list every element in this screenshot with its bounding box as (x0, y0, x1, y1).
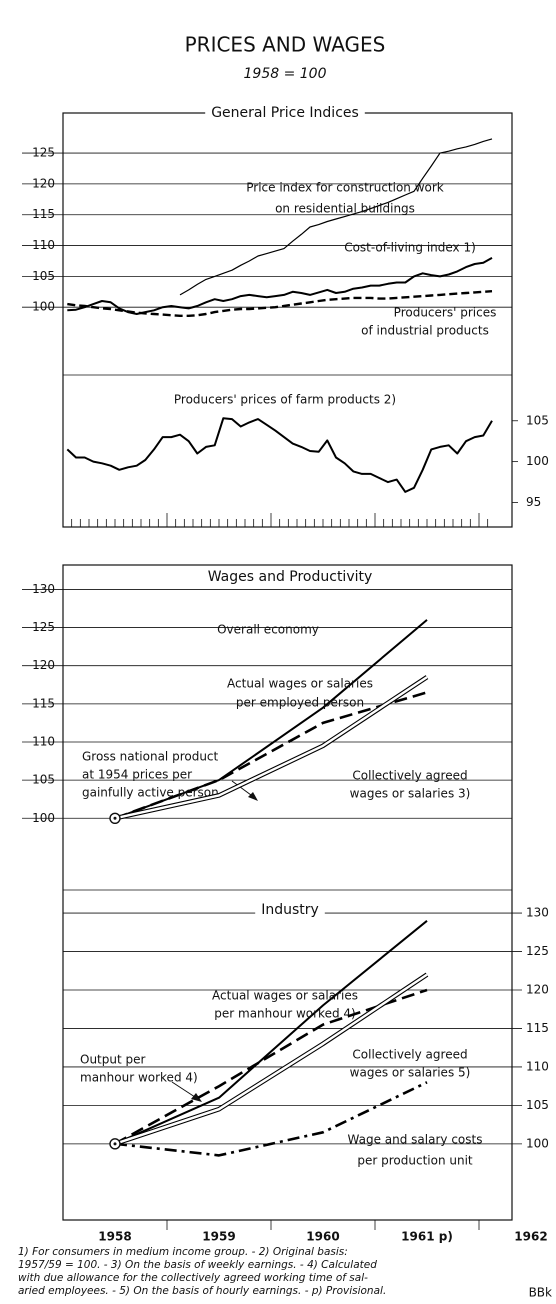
line (114, 619, 428, 820)
y-tick-label: 105 (32, 773, 55, 787)
y-tick-label: 100 (526, 454, 549, 468)
arrow-head (248, 792, 258, 801)
series-label: per manhour worked 4) (214, 1007, 355, 1021)
series-label: per production unit (357, 1154, 473, 1168)
footnote: 1957/59 = 100. - 3) On the basis of week… (18, 1259, 377, 1271)
series-label: manhour worked 4) (80, 1071, 198, 1085)
chart-subtitle: 1958 = 100 (244, 66, 327, 82)
origin-dot (113, 1142, 117, 1146)
arrow-head (191, 1093, 202, 1102)
y-tick-label: 115 (32, 207, 55, 221)
series-label: Price index for construction work (246, 181, 444, 195)
y-tick-label: 125 (526, 944, 549, 958)
series-label: of industrial products (361, 324, 489, 338)
line (114, 1081, 428, 1157)
series-label: gainfully active person (82, 786, 219, 800)
series-label: Producers' prices (394, 306, 497, 320)
chart-title: PRICES AND WAGES (185, 33, 386, 57)
title-background (255, 901, 325, 919)
source: BBk (529, 1286, 552, 1300)
series-label: Gross national product (82, 750, 219, 764)
y-tick-label: 130 (32, 582, 55, 596)
series-label: at 1954 prices per (82, 768, 192, 782)
panel-subtitle: Overall economy (217, 623, 319, 637)
footnote: aried employees. - 5) On the basis of ho… (18, 1285, 386, 1297)
y-tick-label: 100 (32, 811, 55, 825)
panel-title: Wages and Productivity (208, 569, 373, 585)
line (179, 138, 493, 296)
y-tick-label: 105 (526, 1098, 549, 1112)
footnote: with due allowance for the collectively … (18, 1272, 368, 1284)
title-background (201, 568, 379, 586)
y-tick-label: 125 (32, 146, 55, 160)
y-tick-label: 120 (526, 983, 549, 997)
series-label: Output per (80, 1053, 145, 1067)
title-background (205, 104, 365, 122)
y-tick-label: 95 (526, 495, 541, 509)
y-tick-label: 110 (32, 734, 55, 748)
y-tick-label: 110 (526, 1059, 549, 1073)
series-label: on residential buildings (275, 202, 415, 216)
origin-dot (113, 816, 117, 820)
line (66, 417, 493, 493)
panel-title: General Price Indices (211, 105, 359, 121)
footnote: 1) For consumers in medium income group.… (18, 1246, 348, 1258)
series-label: wages or salaries 5) (350, 1066, 471, 1080)
line (114, 920, 428, 1145)
series-label: Cost-of-living index 1) (344, 241, 476, 255)
series-label: per employed person (236, 696, 364, 710)
x-tick-label: 1959 (202, 1230, 235, 1244)
x-tick-label: 1961 p) (401, 1230, 453, 1244)
line (67, 257, 493, 315)
y-tick-label: 120 (32, 658, 55, 672)
line-inner (114, 676, 428, 820)
series-label: Producers' prices of farm products 2) (174, 393, 396, 407)
series-label: Collectively agreed (352, 1048, 467, 1062)
y-tick-label: 115 (32, 696, 55, 710)
y-tick-label: 130 (526, 906, 549, 920)
series-label: Actual wages or salaries (227, 677, 373, 691)
x-tick-label: 1960 (306, 1230, 339, 1244)
series-label: Actual wages or salaries (212, 989, 358, 1003)
y-tick-label: 125 (32, 620, 55, 634)
series-label: Collectively agreed (352, 769, 467, 783)
panel-title: Industry (261, 902, 319, 918)
panel-frame (62, 564, 513, 1221)
y-tick-label: 110 (32, 238, 55, 252)
y-tick-label: 100 (32, 300, 55, 314)
x-tick-label: 1958 (98, 1230, 131, 1244)
y-tick-label: 120 (32, 176, 55, 190)
line-inner (114, 973, 428, 1145)
y-tick-label: 115 (526, 1021, 549, 1035)
series-label: Wage and salary costs (348, 1133, 483, 1147)
y-tick-label: 105 (526, 413, 549, 427)
series-label: wages or salaries 3) (350, 787, 471, 801)
y-tick-label: 105 (32, 269, 55, 283)
line (67, 290, 493, 317)
x-tick-label: 1962 (514, 1230, 547, 1244)
y-tick-label: 100 (526, 1136, 549, 1150)
